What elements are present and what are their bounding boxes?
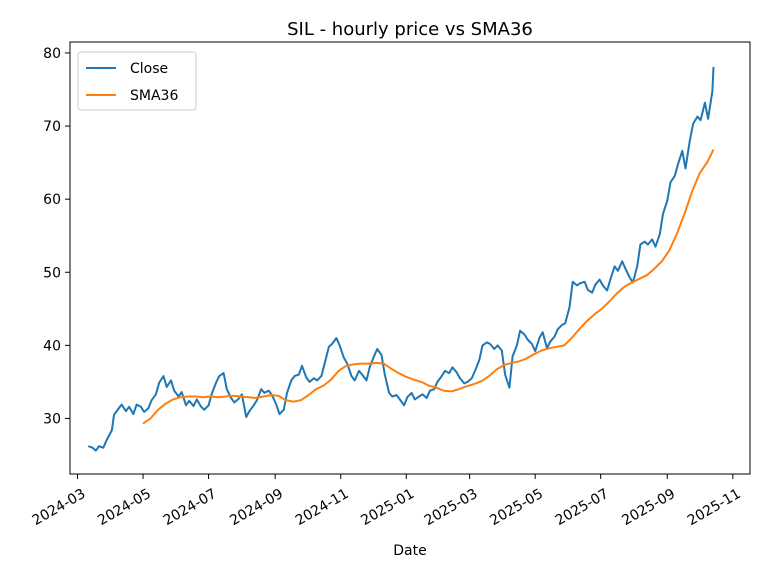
x-tick-label: 2024-11 <box>293 486 352 529</box>
plot-frame <box>69 41 751 475</box>
x-tick-label: 2024-05 <box>95 486 154 529</box>
y-tick-label: 40 <box>43 338 61 354</box>
x-tick-label: 2025-09 <box>619 486 678 529</box>
y-tick-label: 80 <box>43 46 61 62</box>
x-tick-label: 2025-07 <box>553 486 612 529</box>
chart-title: SIL - hourly price vs SMA36 <box>287 19 533 40</box>
y-tick-label: 50 <box>43 265 61 281</box>
series-layer <box>87 66 715 452</box>
x-axis-label: Date <box>393 543 426 559</box>
series-line-close <box>87 66 715 452</box>
y-tick-label: 30 <box>43 411 61 427</box>
x-tick-label: 2024-07 <box>161 486 220 529</box>
x-tick-label: 2025-01 <box>358 486 417 529</box>
y-tick-label: 60 <box>43 192 61 208</box>
x-tick-label: 2024-03 <box>30 486 89 529</box>
x-tick-label: 2025-11 <box>685 486 744 529</box>
legend-label-sma36: SMA36 <box>130 88 178 104</box>
x-tick-label: 2025-05 <box>487 486 546 529</box>
legend: Close SMA36 <box>77 51 197 111</box>
y-axis: 30 40 50 60 70 80 <box>43 46 70 427</box>
series-line-sma36 <box>142 149 715 425</box>
x-tick-label: 2024-09 <box>227 486 286 529</box>
x-axis: 2024-03 2024-05 2024-07 2024-09 2024-11 2025-… <box>30 474 744 529</box>
y-tick-label: 70 <box>43 119 61 135</box>
legend-label-close: Close <box>130 61 168 77</box>
x-tick-label: 2025-03 <box>422 486 481 529</box>
